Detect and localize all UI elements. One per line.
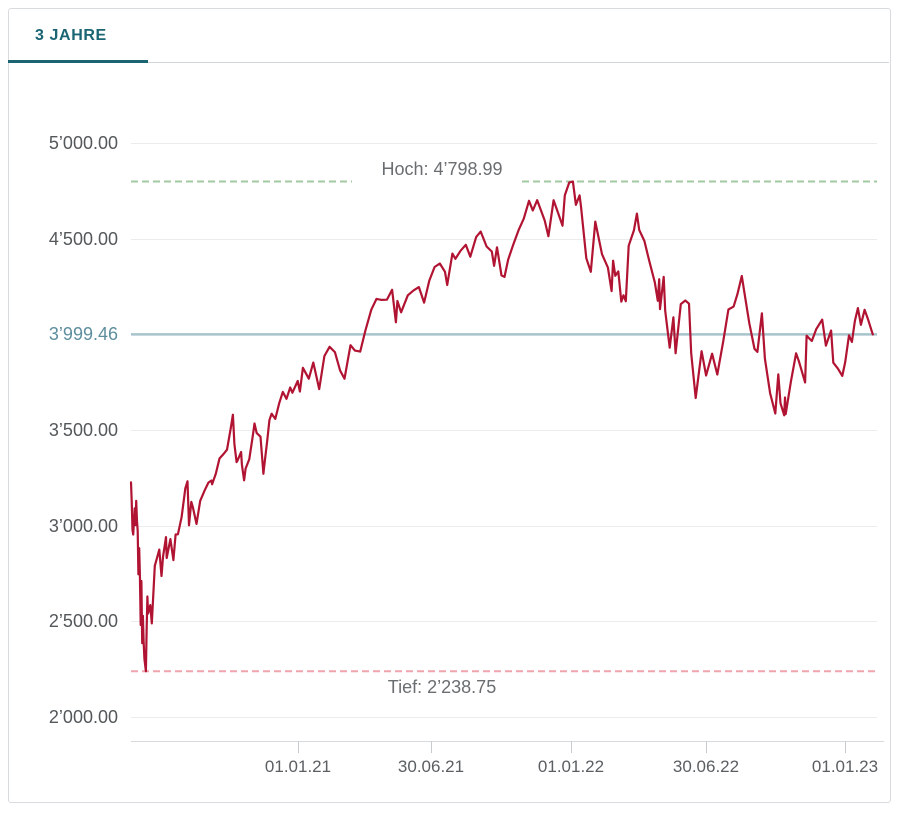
low-annotation-label: Tief: 2’238.75 [387,677,497,698]
y-axis-label: 3’500.00 [48,420,118,440]
current-value-label: 3’999.46 [48,324,118,345]
x-axis-label: 30.06.21 [397,757,465,776]
x-axis-tick [571,741,572,753]
y-axis-label: 2’500.00 [48,611,118,632]
x-axis-label: 01.01.22 [537,757,605,776]
y-axis-label: 5’000.00 [48,133,118,153]
tab-active-indicator [8,60,148,63]
y-axis-label: 2’000.00 [48,707,118,727]
gridline-y [131,621,877,623]
tabbar-divider [8,62,889,63]
x-axis-tick [845,741,846,753]
tab-3-jahre[interactable]: 3 JAHRE [35,27,107,44]
gridline-y [131,238,877,240]
x-axis-tick [706,741,707,753]
x-axis-tick [431,741,432,753]
high-annotation-label: Hoch: 4’798.99 [381,158,503,179]
price-chart-svg [129,180,877,673]
y-axis-label: 4’500.00 [48,228,118,249]
gridline-y [131,430,877,431]
x-axis-label: 30.06.22 [672,757,740,776]
gridline-y [131,525,877,527]
x-axis-label: 01.01.21 [264,757,332,776]
price-line [129,180,874,673]
gridline-y [131,143,877,144]
y-axis-label: 3’000.00 [48,515,118,536]
gridline-y [131,717,877,718]
x-axis-line [131,741,884,742]
x-axis-tick [298,741,299,753]
x-axis-label: 01.01.23 [811,757,879,776]
